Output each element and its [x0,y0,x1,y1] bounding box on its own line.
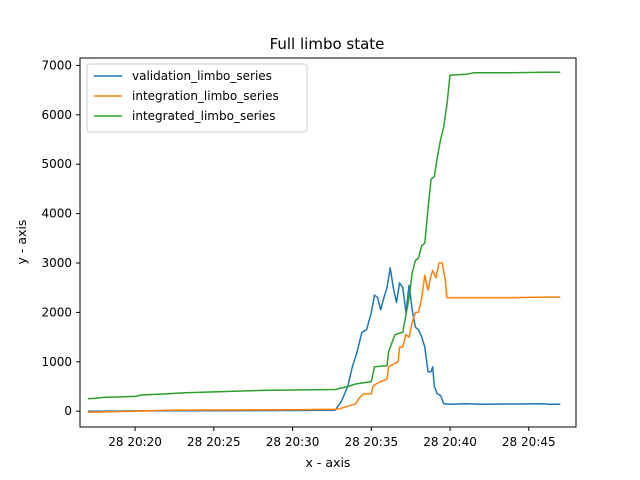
y-axis-label: y - axis [14,220,29,265]
y-tick-label: 0 [64,404,72,418]
y-tick-label: 7000 [41,58,72,72]
plot-frame [79,57,577,428]
x-tick-label: 28 20:45 [502,435,556,449]
x-tick-label: 28 20:30 [266,435,320,449]
legend-box [86,63,308,133]
x-axis: 28 20:20 28 20:25 28 20:30 28 20:35 28 20:40… [108,427,556,449]
y-tick-label: 1000 [41,355,72,369]
series-line-1 [87,267,561,412]
y-tick-label: 5000 [41,157,72,171]
series-line-2 [87,262,561,413]
x-tick-label: 28 20:25 [187,435,241,449]
y-tick-label: 4000 [41,207,72,221]
series-line-3 [87,71,561,400]
legend: validation_limbo_series integration_limbo… [86,63,308,133]
x-tick-label: 28 20:40 [423,435,477,449]
y-tick-label: 3000 [41,256,72,270]
y-tick-label: 2000 [41,305,72,319]
x-tick-label: 28 20:20 [108,435,162,449]
y-tick-label: 6000 [41,108,72,122]
plot-area [87,71,561,413]
x-tick-label: 28 20:35 [344,435,398,449]
chart-title: Full limbo state [270,35,385,53]
x-axis-label: x - axis [306,455,351,470]
legend-label: integrated_limbo_series [132,109,276,123]
legend-label: integration_limbo_series [132,89,279,103]
y-axis: 0 1000 2000 3000 4000 5000 6000 7000 [41,58,80,418]
legend-label: validation_limbo_series [132,69,272,83]
